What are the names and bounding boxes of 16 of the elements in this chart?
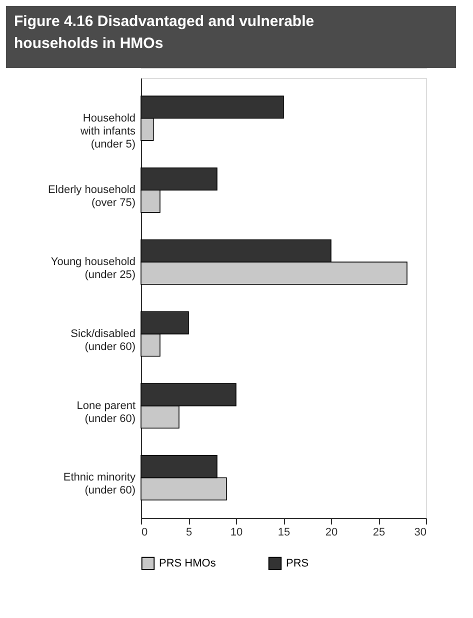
x-tick-label: 30	[414, 526, 426, 538]
x-tick-label: 20	[325, 526, 338, 538]
legend-label: PRS	[286, 557, 309, 570]
chart-title: Figure 4.16 Disadvantaged and vulnerable households in HMOs	[14, 13, 314, 52]
x-tick-label: 0	[142, 526, 148, 538]
x-tick-label: 25	[372, 526, 386, 538]
y-tick-label: Lone parent (under 60)	[76, 400, 136, 425]
y-tick-label: Young household (under 25)	[50, 256, 136, 282]
x-tick-label: 15	[278, 526, 290, 538]
legend-label: PRS HMOs	[159, 557, 216, 570]
y-tick-label: Sick/disabled (under 60)	[70, 328, 136, 353]
y-tick-label: Household with infants (under 5)	[79, 112, 136, 150]
x-tick-label: 10	[230, 526, 243, 538]
y-tick-label: Elderly household (over 75)	[48, 184, 136, 210]
y-tick-label: Ethnic minority (under 60)	[63, 472, 136, 497]
x-tick-label: 5	[186, 526, 192, 538]
